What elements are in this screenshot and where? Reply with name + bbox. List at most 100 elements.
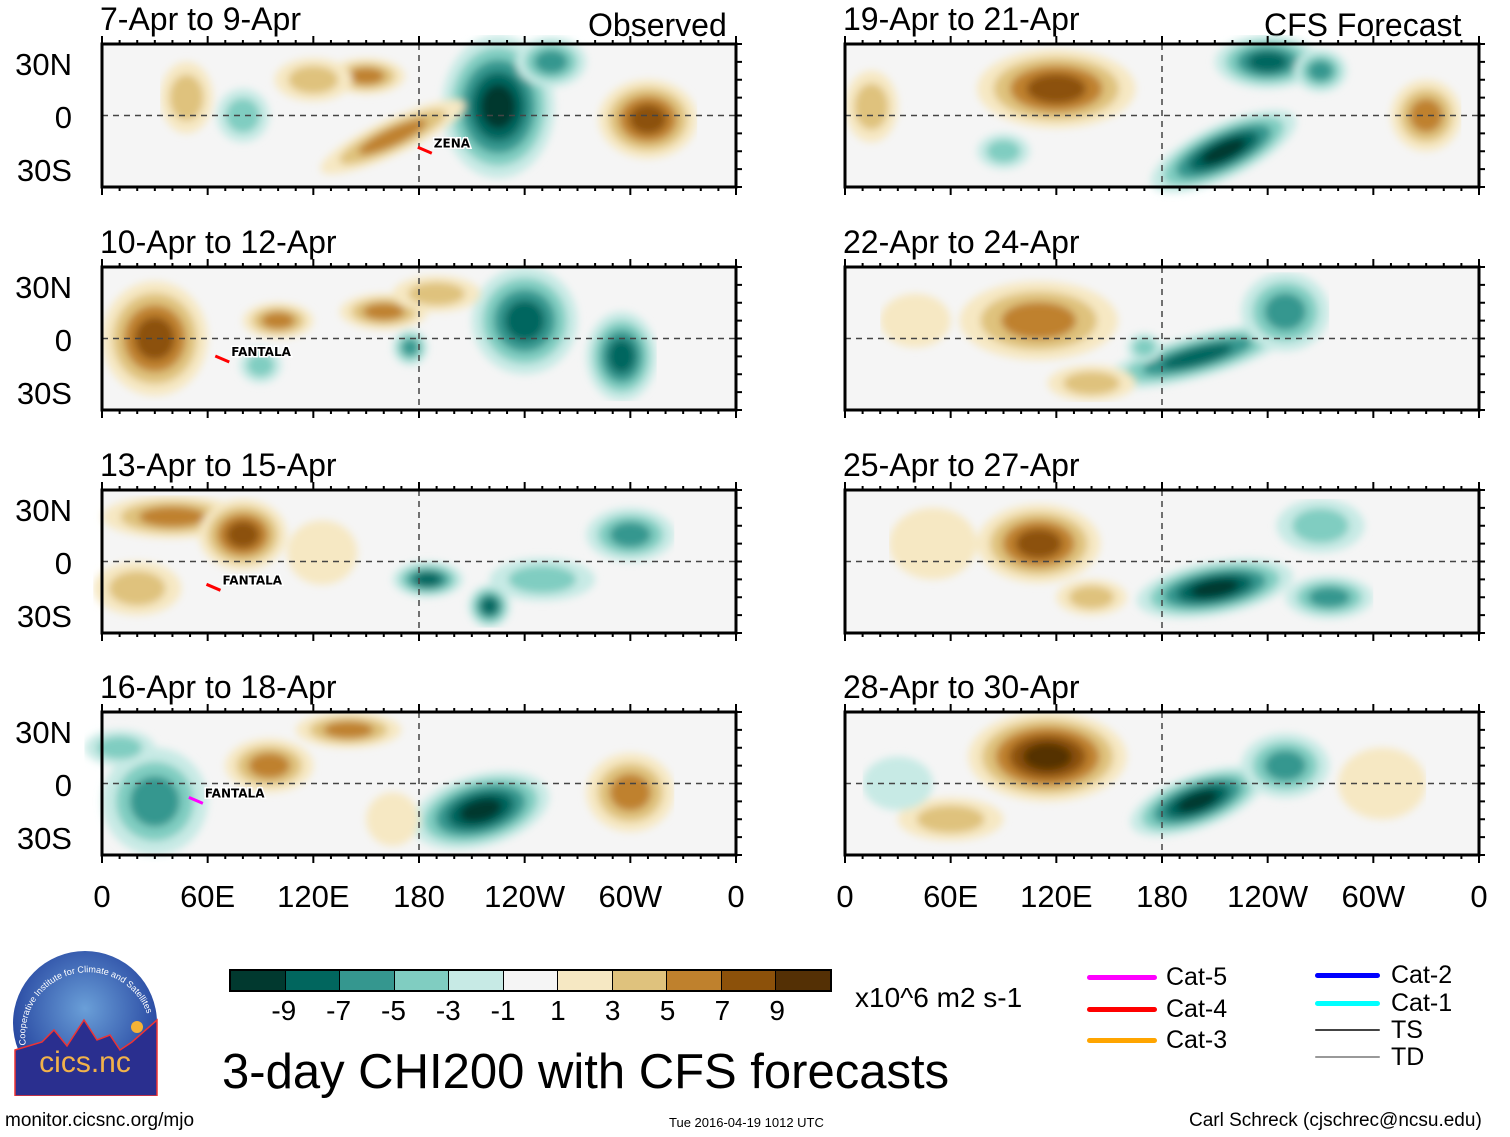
- track-legend-label: Cat-2: [1391, 961, 1453, 989]
- anomaly-contour: [170, 75, 204, 121]
- anomaly-map-panel: ZENA: [100, 44, 742, 195]
- lon-label: 0: [836, 879, 854, 914]
- anomaly-map-panel: FANTALA: [102, 704, 742, 863]
- colorbar-swatch: [503, 971, 559, 990]
- colorbar-tick-label: 1: [550, 995, 566, 1026]
- anomaly-contour: [1023, 743, 1072, 771]
- anomaly-contour: [889, 508, 977, 580]
- track-legend-label: Cat-3: [1166, 1026, 1228, 1054]
- storm-track: [417, 145, 433, 155]
- anomaly-contour: [1063, 372, 1120, 395]
- lon-label: 180: [1136, 879, 1188, 914]
- colorbar-swatch: [449, 971, 504, 990]
- anomaly-contour: [1001, 302, 1076, 339]
- cics-logo: cics.nc Cooperative Institute for Climat…: [13, 951, 158, 1096]
- figure-title: 3-day CHI200 with CFS forecasts: [222, 1045, 950, 1099]
- colorbar-swatch: [231, 971, 286, 990]
- colorbar-tick-label: -1: [490, 995, 516, 1026]
- track-legend-label: Cat-5: [1166, 963, 1228, 991]
- anomaly-contour: [1133, 338, 1156, 356]
- lon-label: 0: [727, 879, 745, 914]
- anomaly-contour: [261, 312, 294, 329]
- anomaly-contour: [355, 113, 430, 160]
- anomaly-contour: [135, 317, 175, 360]
- colorbar-swatch: [558, 971, 613, 990]
- observed-header: Observed: [588, 7, 727, 43]
- track-legend-label: Cat-4: [1166, 995, 1228, 1023]
- anomaly-contour: [408, 282, 465, 305]
- anomaly-contour: [917, 805, 985, 833]
- anomaly-contour: [1189, 576, 1240, 601]
- storm-track: [188, 795, 204, 805]
- lat-label: 30N: [15, 493, 72, 528]
- anomaly-contour: [1308, 587, 1350, 607]
- storm-label: FANTALA: [222, 573, 282, 587]
- lon-label: 60W: [598, 879, 663, 914]
- footer-author: Carl Schreck (cjschrec@ncsu.edu): [1189, 1110, 1482, 1131]
- anomaly-map-panel: [843, 704, 1485, 863]
- anomaly-contour: [1409, 99, 1442, 133]
- anomaly-contour: [1338, 748, 1426, 820]
- panel-title: 28-Apr to 30-Apr: [843, 669, 1080, 705]
- anomaly-contour: [1069, 586, 1114, 609]
- lat-label: 30N: [15, 270, 72, 305]
- colorbar-tick-label: -7: [326, 995, 352, 1026]
- lon-label: 60E: [923, 879, 979, 914]
- colorbar-swatch: [612, 971, 668, 990]
- anomaly-contour: [609, 522, 651, 547]
- lat-label: 30S: [16, 376, 72, 411]
- colorbar-tick-label: 9: [769, 995, 785, 1026]
- lat-label: 0: [54, 100, 72, 135]
- panel-title: 19-Apr to 21-Apr: [843, 1, 1080, 37]
- colorbar-tick-label: -9: [271, 995, 297, 1026]
- lon-label: 60E: [180, 879, 236, 914]
- colorbar-swatch: [667, 971, 722, 990]
- footer-url[interactable]: monitor.cicsnc.org/mjo: [5, 1110, 195, 1131]
- anomaly-contour: [1160, 339, 1234, 373]
- anomaly-contour: [1264, 750, 1306, 781]
- colorbar-tick-label: 7: [714, 995, 731, 1026]
- lon-label: 120W: [484, 879, 566, 914]
- anomaly-contour: [1248, 52, 1288, 72]
- anomaly-contour: [97, 736, 142, 759]
- lat-label: 30N: [15, 47, 72, 82]
- anomaly-map-panel: [843, 44, 1485, 195]
- anomaly-contour: [1027, 74, 1086, 104]
- storm-track: [214, 354, 230, 364]
- track-legend-label: TS: [1391, 1016, 1423, 1044]
- storm-label: FANTALA: [231, 345, 291, 359]
- lon-label: 120E: [1020, 879, 1093, 914]
- colorbar-units: x10^6 m2 s-1: [855, 982, 1023, 1013]
- storm-label: FANTALA: [205, 786, 265, 800]
- lon-label: 120E: [277, 879, 350, 914]
- anomaly-contour: [534, 50, 567, 74]
- colorbar: [229, 969, 832, 992]
- anomaly-map-panel: [843, 259, 1485, 418]
- lat-label: 30S: [16, 821, 72, 856]
- panel-title: 10-Apr to 12-Apr: [100, 224, 337, 260]
- lat-label: 0: [54, 323, 72, 358]
- anomaly-contour: [139, 507, 206, 527]
- panel-title: 25-Apr to 27-Apr: [843, 447, 1080, 483]
- anomaly-contour: [505, 300, 545, 340]
- anomaly-contour: [109, 571, 166, 606]
- anomaly-contour: [402, 339, 419, 356]
- colorbar-swatch: [721, 971, 777, 990]
- anomaly-map-panel: FANTALA: [102, 482, 742, 641]
- track-legend-line: [1315, 1056, 1380, 1058]
- track-legend-label: Cat-1: [1391, 989, 1453, 1017]
- lat-label: 30N: [15, 715, 72, 750]
- anomaly-contour: [508, 566, 576, 594]
- anomaly-contour: [363, 303, 405, 320]
- anomaly-contour: [863, 757, 933, 811]
- lat-label: 0: [54, 546, 72, 581]
- storm-label: ZENA: [434, 136, 471, 150]
- colorbar-tick-label: -3: [435, 995, 461, 1026]
- anomaly-contour: [880, 294, 950, 348]
- anomaly-contour: [226, 98, 260, 133]
- colorbar-tick-label: 5: [659, 995, 676, 1026]
- track-legend-label: TD: [1391, 1043, 1425, 1071]
- panel-title: 13-Apr to 15-Apr: [100, 447, 337, 483]
- anomaly-contour: [130, 776, 180, 827]
- anomaly-contour: [629, 104, 666, 134]
